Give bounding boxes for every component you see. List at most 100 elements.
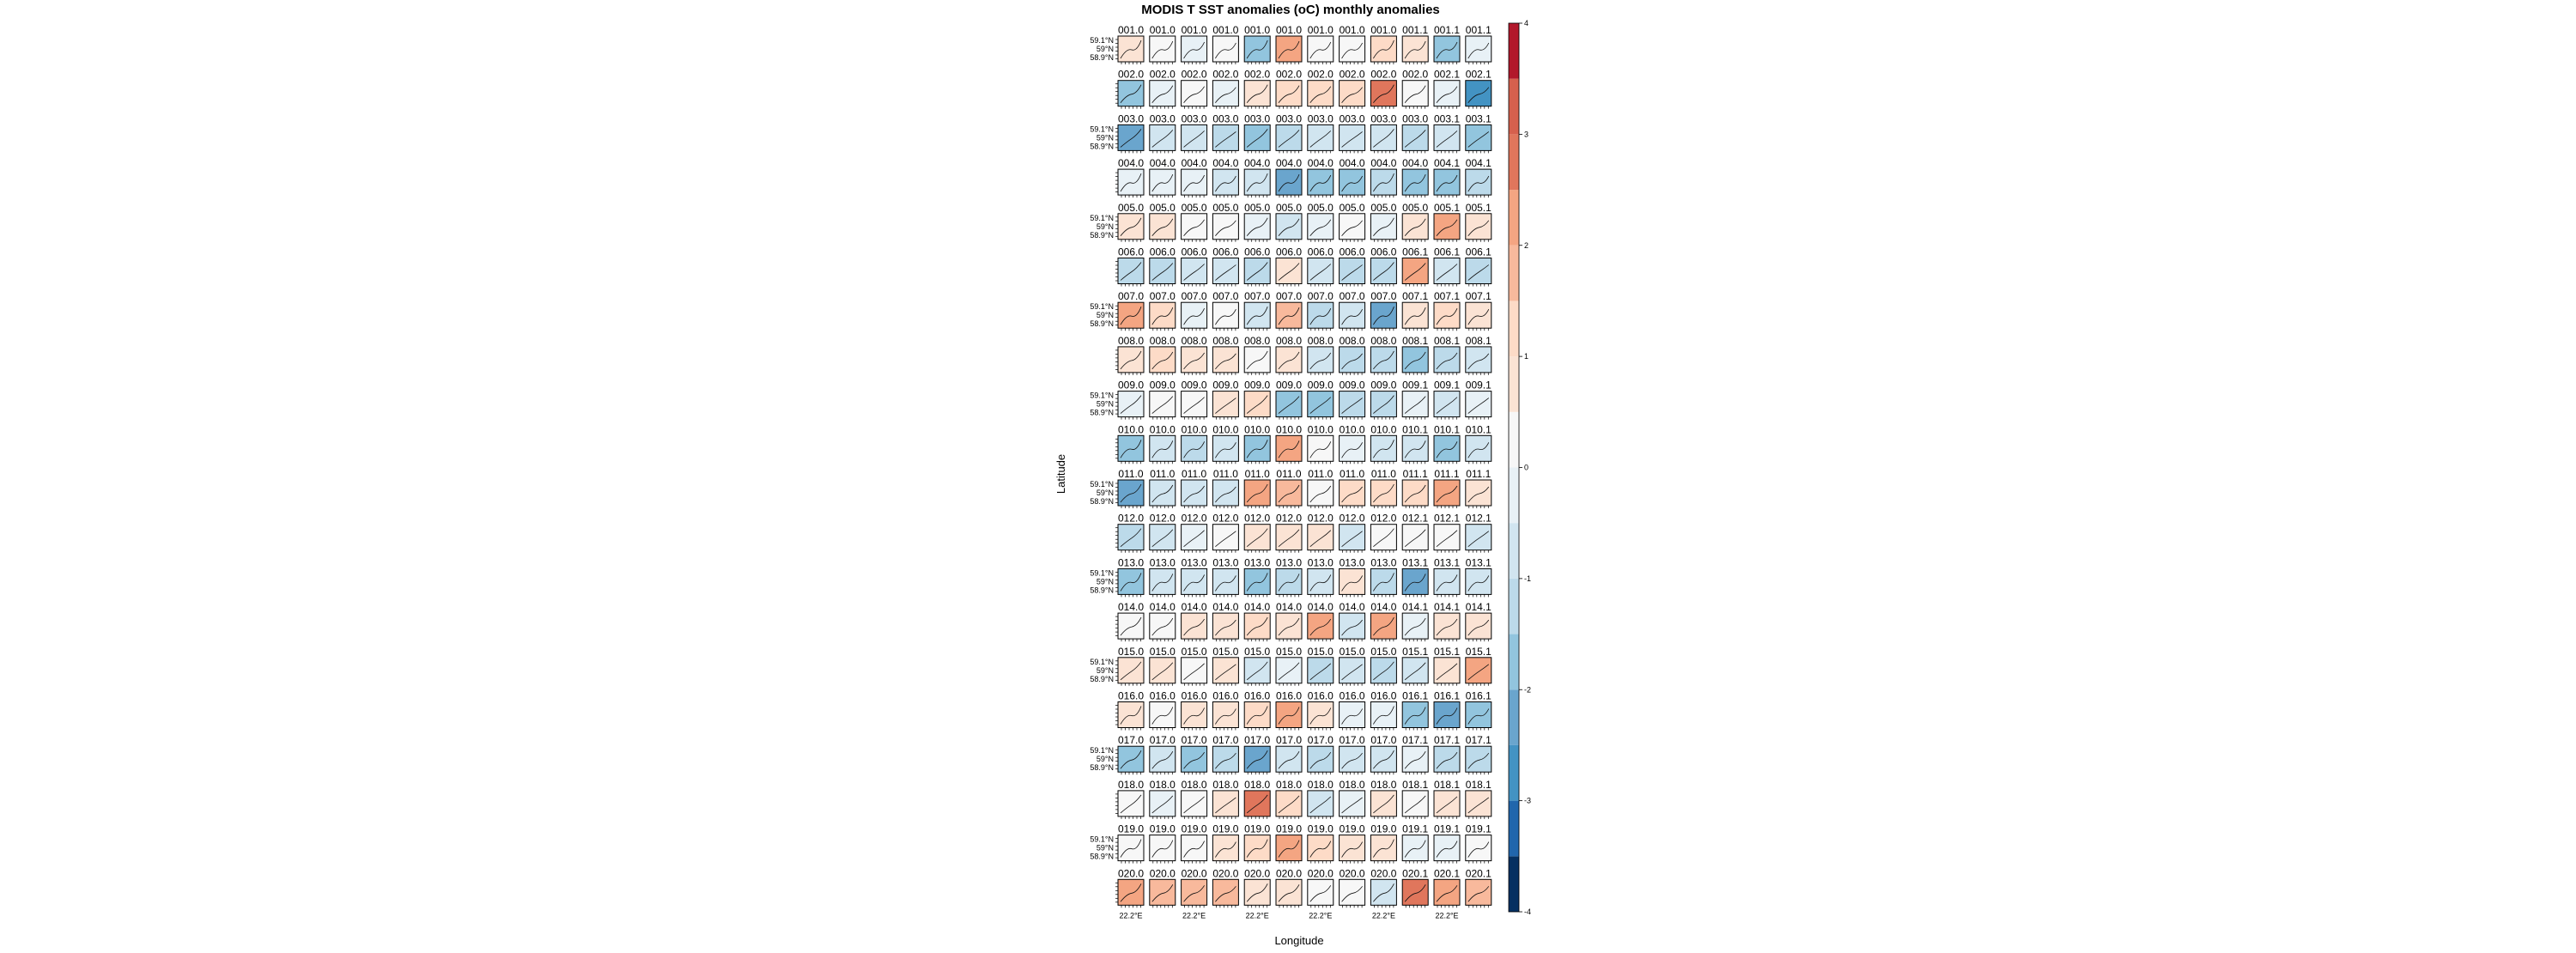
- y-tick-label: 58.9°N: [1090, 675, 1114, 683]
- panel-label: 009.1: [1402, 379, 1428, 392]
- panel-label: 002.0: [1244, 69, 1270, 81]
- contour-line: [1404, 263, 1426, 281]
- panel-label: 005.0: [1212, 202, 1238, 214]
- heatmap-panel: [1243, 124, 1271, 151]
- heatmap-panel: [1275, 258, 1303, 284]
- contour-line: [1183, 41, 1205, 59]
- contour-line: [1246, 129, 1268, 148]
- contour-line: [1278, 351, 1300, 370]
- contour-line: [1120, 839, 1142, 858]
- heatmap-panel: [1465, 701, 1492, 728]
- heatmap-panel: [1149, 391, 1176, 418]
- contour-line: [1215, 841, 1236, 858]
- heatmap-panel: [1243, 258, 1271, 284]
- contour-line: [1215, 442, 1236, 458]
- heatmap-panel: [1181, 301, 1208, 329]
- panel-label: 009.1: [1466, 379, 1492, 392]
- panel-label: 001.0: [1308, 24, 1334, 36]
- contour-line: [1120, 39, 1142, 59]
- heatmap-panel: [1212, 878, 1239, 906]
- x-tick-label: 22.2°E: [1309, 911, 1332, 920]
- panel-label: 009.0: [1150, 379, 1176, 392]
- panel-label: 016.0: [1276, 690, 1302, 702]
- heatmap-panel: [1243, 391, 1271, 418]
- contour-line: [1151, 884, 1174, 902]
- panel-label: 001.1: [1466, 24, 1492, 36]
- panel-label: 009.0: [1308, 379, 1334, 392]
- heatmap-panel: [1465, 434, 1492, 462]
- contour-line: [1373, 528, 1394, 548]
- panel-label: 012.0: [1308, 513, 1334, 525]
- x-tick-label: 22.2°E: [1182, 911, 1206, 920]
- heatmap-panel: [1433, 346, 1461, 373]
- panel-label: 010.0: [1118, 423, 1144, 435]
- contour-line: [1436, 308, 1458, 325]
- heatmap-panel: [1117, 258, 1145, 284]
- heatmap-panel: [1433, 878, 1461, 906]
- heatmap-panel: [1307, 258, 1334, 284]
- y-tick-label: 59°N: [1097, 222, 1114, 231]
- contour-line: [1120, 794, 1142, 814]
- panel-label: 003.0: [1370, 112, 1396, 124]
- heatmap-panel: [1307, 301, 1334, 329]
- contour-line: [1215, 752, 1236, 769]
- contour-line: [1436, 618, 1458, 636]
- heatmap-panel: [1433, 124, 1461, 151]
- contour-line: [1373, 750, 1394, 769]
- contour-line: [1309, 663, 1332, 681]
- contour-line: [1151, 130, 1174, 148]
- contour-line: [1404, 884, 1426, 902]
- heatmap-panel: [1181, 524, 1208, 551]
- heatmap-panel: [1149, 701, 1176, 728]
- heatmap-panel: [1275, 568, 1303, 595]
- heatmap-panel: [1370, 878, 1397, 906]
- contour-line: [1309, 219, 1332, 237]
- panel-label: 008.0: [1244, 335, 1270, 347]
- heatmap-panel: [1117, 524, 1145, 551]
- contour-line: [1309, 264, 1332, 281]
- panel-label: 001.1: [1402, 24, 1428, 36]
- heatmap-panel: [1370, 568, 1397, 595]
- heatmap-panel: [1275, 479, 1303, 507]
- contour-line: [1309, 618, 1332, 636]
- contour-line: [1278, 218, 1300, 237]
- panel-label: 007.1: [1434, 290, 1460, 302]
- panel-label: 007.0: [1212, 290, 1238, 302]
- heatmap-panel: [1181, 346, 1208, 373]
- heatmap-panel: [1212, 835, 1239, 862]
- panel-label: 019.0: [1150, 823, 1176, 835]
- panel-label: 011.0: [1308, 468, 1333, 480]
- heatmap-panel: [1307, 657, 1334, 684]
- panel-label: 002.0: [1340, 69, 1365, 81]
- panel-label: 014.0: [1182, 601, 1207, 613]
- contour-line: [1436, 707, 1458, 725]
- contour-line: [1183, 485, 1205, 503]
- panel-label: 010.0: [1150, 423, 1176, 435]
- heatmap-panel: [1212, 35, 1239, 63]
- heatmap-panel: [1307, 168, 1334, 196]
- panel-label: 003.0: [1276, 112, 1302, 124]
- panel-label: 016.0: [1340, 690, 1365, 702]
- contour-line: [1309, 352, 1332, 370]
- heatmap-panel: [1212, 612, 1239, 640]
- contour-line: [1183, 86, 1205, 103]
- heatmap-panel: [1275, 657, 1303, 684]
- panel-label: 017.0: [1182, 734, 1207, 746]
- contour-line: [1183, 441, 1205, 458]
- contour-line: [1120, 573, 1142, 592]
- panel-label: 008.1: [1434, 335, 1460, 347]
- panel-label: 008.1: [1402, 335, 1428, 347]
- heatmap-panel: [1149, 124, 1176, 151]
- contour-line: [1467, 309, 1490, 325]
- panel-label: 015.1: [1402, 646, 1428, 658]
- heatmap-panel: [1433, 524, 1461, 551]
- heatmap-panel: [1275, 524, 1303, 551]
- heatmap-panel: [1401, 258, 1429, 284]
- heatmap-panel: [1149, 568, 1176, 595]
- heatmap-panel: [1307, 434, 1334, 462]
- heatmap-panel: [1243, 213, 1271, 240]
- heatmap-panel: [1307, 124, 1334, 151]
- colorbar-tick-label: -4: [1524, 907, 1531, 916]
- panel-label: 015.0: [1212, 646, 1238, 658]
- contour-line: [1246, 262, 1268, 281]
